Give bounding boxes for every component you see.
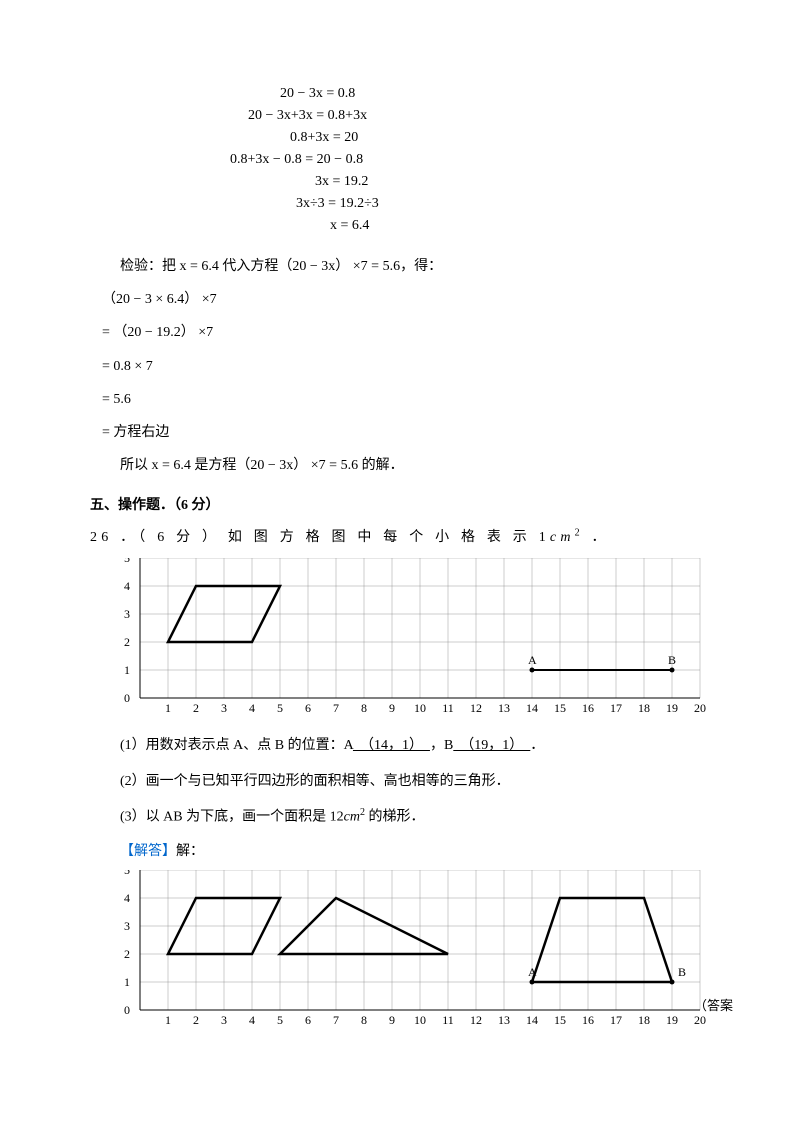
sub-question-1: (1）用数对表示点 A、点 B 的位置：A （14，1） ，B （19，1） ． bbox=[120, 733, 703, 758]
svg-text:16: 16 bbox=[582, 701, 594, 715]
eq-line: 3x = 19.2 bbox=[315, 174, 703, 190]
svg-text:0: 0 bbox=[124, 691, 130, 705]
svg-text:2: 2 bbox=[193, 701, 199, 715]
svg-text:6: 6 bbox=[305, 701, 311, 715]
svg-text:20: 20 bbox=[694, 701, 706, 715]
svg-text:B: B bbox=[678, 965, 686, 979]
svg-text:17: 17 bbox=[610, 701, 622, 715]
sub-question-3: (3）以 AB 为下底，画一个面积是 12cm2 的梯形． bbox=[120, 804, 703, 830]
svg-text:5: 5 bbox=[277, 701, 283, 715]
svg-text:0: 0 bbox=[124, 1003, 130, 1017]
svg-text:1: 1 bbox=[165, 1013, 171, 1027]
eq-line: 20 − 3x+3x = 0.8+3x bbox=[248, 108, 703, 124]
svg-text:7: 7 bbox=[333, 701, 339, 715]
svg-text:15: 15 bbox=[554, 701, 566, 715]
svg-text:20: 20 bbox=[694, 1013, 706, 1027]
verify-step: = 5.6 bbox=[102, 387, 703, 412]
svg-text:17: 17 bbox=[610, 1013, 622, 1027]
svg-text:A: A bbox=[528, 653, 537, 667]
svg-text:11: 11 bbox=[442, 701, 454, 715]
svg-text:3: 3 bbox=[221, 1013, 227, 1027]
svg-text:12: 12 bbox=[470, 701, 482, 715]
eq-line: 20 − 3x = 0.8 bbox=[280, 86, 703, 102]
verify-step: = 方程右边 bbox=[102, 420, 703, 445]
sub-question-2: (2）画一个与已知平行四边形的面积相等、高也相等的三角形． bbox=[120, 769, 703, 794]
svg-text:10: 10 bbox=[414, 1013, 426, 1027]
svg-text:9: 9 bbox=[389, 701, 395, 715]
svg-text:3: 3 bbox=[221, 701, 227, 715]
eq-line: 3x÷3 = 19.2÷3 bbox=[296, 196, 703, 212]
svg-text:8: 8 bbox=[361, 701, 367, 715]
svg-text:7: 7 bbox=[333, 1013, 339, 1027]
svg-text:19: 19 bbox=[666, 701, 678, 715]
svg-text:B: B bbox=[668, 653, 676, 667]
section-header: 五、操作题．（6 分） bbox=[90, 494, 703, 514]
svg-text:1: 1 bbox=[165, 701, 171, 715]
svg-text:12: 12 bbox=[470, 1013, 482, 1027]
svg-text:10: 10 bbox=[414, 701, 426, 715]
svg-text:18: 18 bbox=[638, 1013, 650, 1027]
svg-text:6: 6 bbox=[305, 1013, 311, 1027]
footer-note: （答案 bbox=[694, 995, 733, 1014]
verify-step: = 0.8 × 7 bbox=[102, 354, 703, 379]
verify-intro: 检验：把 x = 6.4 代入方程（20 − 3x） ×7 = 5.6，得： bbox=[120, 254, 703, 279]
svg-text:4: 4 bbox=[249, 701, 255, 715]
svg-text:2: 2 bbox=[193, 1013, 199, 1027]
answer-label: 【解答】解： bbox=[120, 840, 703, 860]
grid-figure-2: 0123451234567891011121314151617181920AB bbox=[120, 870, 703, 1035]
svg-text:4: 4 bbox=[124, 579, 130, 593]
svg-text:5: 5 bbox=[124, 870, 130, 877]
verify-conclusion: 所以 x = 6.4 是方程（20 − 3x） ×7 = 5.6 的解． bbox=[120, 453, 703, 478]
svg-text:1: 1 bbox=[124, 663, 130, 677]
svg-text:15: 15 bbox=[554, 1013, 566, 1027]
eq-line: x = 6.4 bbox=[330, 218, 703, 234]
svg-text:19: 19 bbox=[666, 1013, 678, 1027]
svg-text:8: 8 bbox=[361, 1013, 367, 1027]
svg-text:14: 14 bbox=[526, 701, 538, 715]
svg-text:4: 4 bbox=[249, 1013, 255, 1027]
svg-text:5: 5 bbox=[277, 1013, 283, 1027]
svg-text:16: 16 bbox=[582, 1013, 594, 1027]
svg-text:9: 9 bbox=[389, 1013, 395, 1027]
equation-steps: 20 − 3x = 0.8 20 − 3x+3x = 0.8+3x 0.8+3x… bbox=[230, 86, 703, 234]
answer-blank-b: （19，1） bbox=[453, 738, 530, 753]
verify-step: = （20 − 19.2） ×7 bbox=[102, 320, 703, 345]
svg-text:18: 18 bbox=[638, 701, 650, 715]
grid-figure-1: 0123451234567891011121314151617181920AB bbox=[120, 558, 703, 723]
svg-text:1: 1 bbox=[124, 975, 130, 989]
svg-text:2: 2 bbox=[124, 947, 130, 961]
svg-text:14: 14 bbox=[526, 1013, 538, 1027]
svg-text:13: 13 bbox=[498, 701, 510, 715]
svg-text:3: 3 bbox=[124, 607, 130, 621]
svg-text:5: 5 bbox=[124, 558, 130, 565]
eq-line: 0.8+3x − 0.8 = 20 − 0.8 bbox=[230, 152, 703, 168]
verify-step: （20 − 3 × 6.4） ×7 bbox=[102, 287, 703, 312]
svg-text:2: 2 bbox=[124, 635, 130, 649]
answer-blank-a: （14，1） bbox=[353, 738, 430, 753]
svg-text:4: 4 bbox=[124, 891, 130, 905]
svg-text:A: A bbox=[528, 965, 537, 979]
eq-line: 0.8+3x = 20 bbox=[290, 130, 703, 146]
svg-text:3: 3 bbox=[124, 919, 130, 933]
question-26: 26 ．（ 6 分 ） 如 图 方 格 图 中 每 个 小 格 表 示 1cm2… bbox=[90, 526, 703, 546]
svg-text:11: 11 bbox=[442, 1013, 454, 1027]
svg-text:13: 13 bbox=[498, 1013, 510, 1027]
